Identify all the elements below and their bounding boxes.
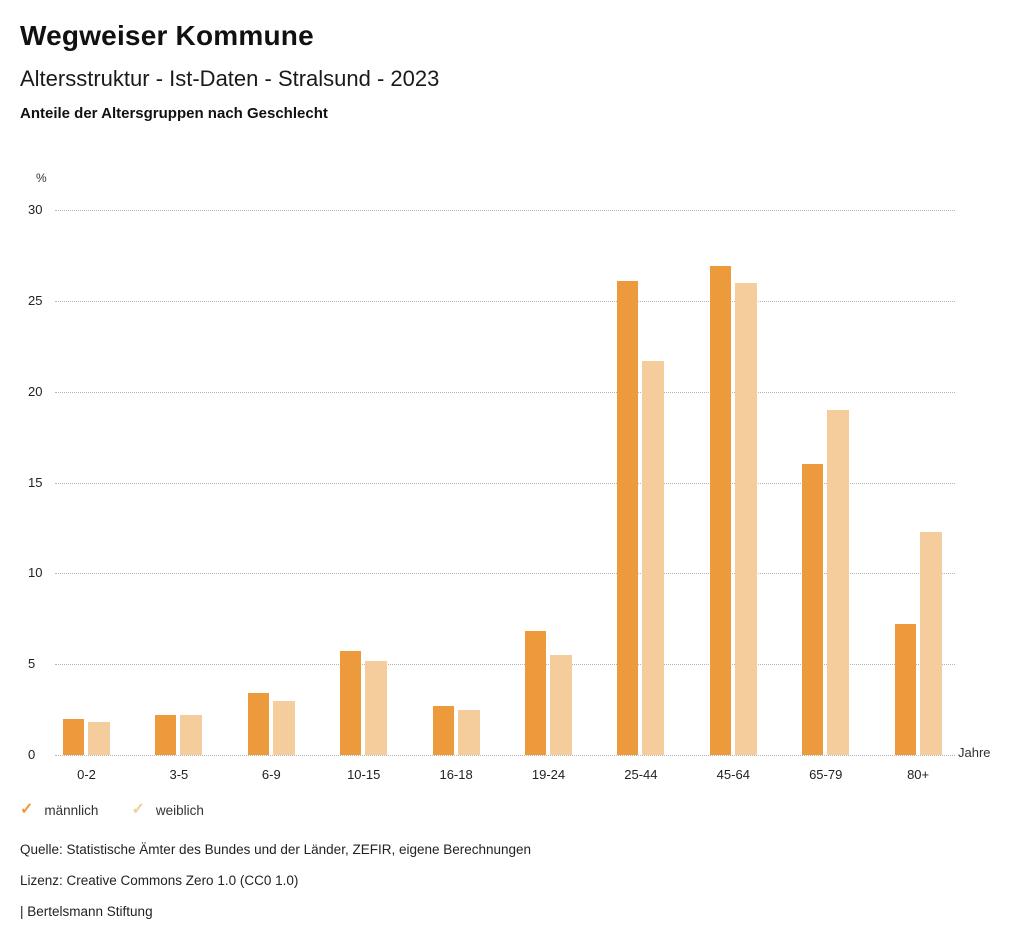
x-label-10-15: 10-15 <box>347 767 381 782</box>
bar-maennlich-65-79 <box>802 464 824 755</box>
check-icon: ✓ <box>20 801 34 818</box>
y-tick-5: 5 <box>28 656 36 672</box>
source-note: Quelle: Statistische Ämter des Bundes un… <box>20 842 532 857</box>
x-label-80: 80+ <box>907 767 930 782</box>
y-tick-25: 25 <box>28 292 43 308</box>
legend-item-weiblich[interactable]: ✓ weiblich <box>131 802 203 818</box>
page-title: Wegweiser Kommune <box>20 20 314 51</box>
gridline-30 <box>55 210 955 211</box>
gridline-5 <box>55 664 955 666</box>
y-axis-unit-label: % <box>36 171 47 185</box>
bar-weiblich-65-79 <box>827 409 850 755</box>
legend-item-maennlich[interactable]: ✓ männlich <box>20 802 98 818</box>
y-tick-20: 20 <box>28 383 43 399</box>
legend: ✓ männlich ✓ weiblich <box>20 802 204 818</box>
bar-maennlich-25-44 <box>617 280 639 755</box>
chart-heading: Anteile der Altersgruppen nach Geschlech… <box>20 105 328 122</box>
bar-weiblich-25-44 <box>642 360 665 755</box>
x-label-65-79: 65-79 <box>809 767 843 782</box>
x-label-19-24: 19-24 <box>531 767 566 782</box>
chart-subtitle: Altersstruktur - Ist-Daten - Stralsund -… <box>20 66 440 91</box>
x-axis-unit-label: Jahre <box>958 745 991 760</box>
legend-label: männlich <box>44 802 99 818</box>
attribution-note: | Bertelsmann Stiftung <box>20 904 153 919</box>
y-tick-30: 30 <box>28 202 43 217</box>
x-label-0-2: 0-2 <box>77 767 96 782</box>
y-tick-15: 15 <box>28 474 43 490</box>
x-label-3-5: 3-5 <box>169 767 189 782</box>
bar-weiblich-3-5 <box>180 715 203 755</box>
x-label-6-9: 6-9 <box>261 767 281 782</box>
check-icon: ✓ <box>131 801 145 818</box>
bar-maennlich-19-24 <box>525 631 546 755</box>
bar-maennlich-45-64 <box>709 266 731 755</box>
bar-weiblich-16-18 <box>457 709 480 755</box>
gridline-20 <box>55 391 955 393</box>
x-label-45-64: 45-64 <box>716 767 750 782</box>
legend-label: weiblich <box>155 802 204 818</box>
bar-weiblich-80 <box>919 531 942 755</box>
bar-weiblich-10-15 <box>365 660 388 755</box>
bar-weiblich-45-64 <box>734 282 757 755</box>
gridline-10 <box>55 573 955 575</box>
bar-maennlich-80 <box>894 624 916 755</box>
y-tick-10: 10 <box>28 565 43 581</box>
gridline-25 <box>55 300 955 302</box>
bar-weiblich-19-24 <box>550 655 572 755</box>
bar-maennlich-3-5 <box>155 715 177 755</box>
x-label-16-18: 16-18 <box>439 767 473 782</box>
y-tick-0: 0 <box>28 747 36 762</box>
bar-maennlich-16-18 <box>432 705 454 755</box>
bar-maennlich-0-2 <box>63 718 84 755</box>
bar-maennlich-10-15 <box>340 651 362 755</box>
plot-area: 0-2 3-5 6-9 10-15 16-18 19-24 25-44 45-64 65-79 8… <box>55 210 955 782</box>
y-axis-tick-labels: 0 5 10 15 20 25 30 <box>28 202 54 762</box>
license-note: Lizenz: Creative Commons Zero 1.0 (CC0 1… <box>20 873 299 888</box>
bar-maennlich-6-9 <box>247 693 269 755</box>
bar-weiblich-0-2 <box>88 722 110 755</box>
x-label-25-44: 25-44 <box>624 767 658 782</box>
bar-weiblich-6-9 <box>272 700 295 755</box>
gridline-0 <box>55 755 955 756</box>
gridline-15 <box>55 482 955 484</box>
